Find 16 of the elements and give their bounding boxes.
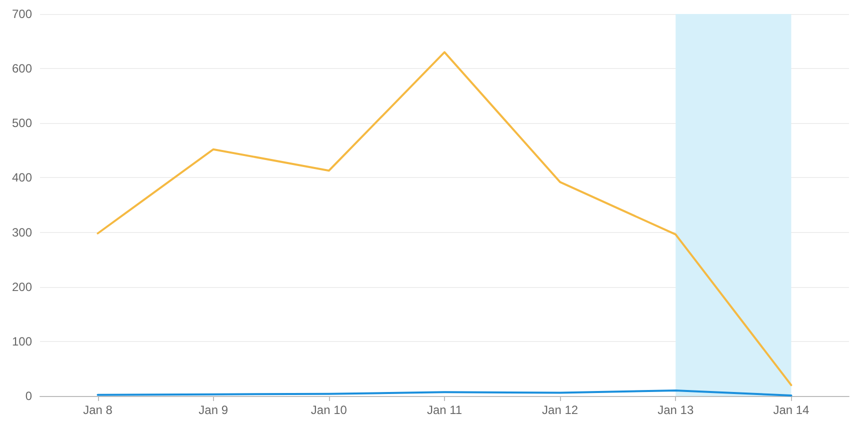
- y-tick-label: 400: [12, 170, 32, 185]
- y-tick-label: 700: [12, 7, 32, 21]
- y-tick-label: 600: [12, 62, 32, 76]
- x-tick-label: Jan 10: [310, 403, 348, 417]
- line-series: [96, 51, 792, 386]
- x-tick-label: Jan 14: [773, 403, 810, 417]
- x-tick-label: Jan 11: [426, 403, 462, 417]
- y-tick-label: 500: [12, 116, 32, 130]
- x-tick-label: Jan 8: [83, 403, 113, 417]
- x-tick-label: Jan 13: [658, 403, 694, 417]
- y-tick-label: 300: [12, 225, 32, 240]
- y-tick-label: 0: [25, 389, 32, 403]
- x-tick-label: Jan 9: [198, 403, 228, 417]
- y-tick-label: 100: [12, 334, 32, 348]
- y-tick-label: 200: [12, 280, 32, 294]
- x-tick-label: Jan 12: [542, 403, 578, 417]
